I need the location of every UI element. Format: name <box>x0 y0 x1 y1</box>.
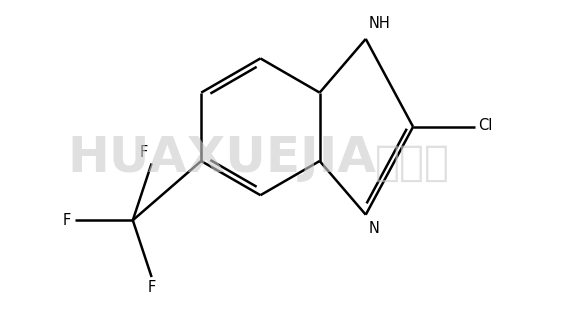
Text: N: N <box>369 222 380 236</box>
Text: Cl: Cl <box>478 118 492 133</box>
Text: 化学加: 化学加 <box>375 142 449 184</box>
Text: F: F <box>148 280 156 295</box>
Text: NH: NH <box>368 15 390 31</box>
Text: F: F <box>140 145 148 160</box>
Text: F: F <box>63 213 71 228</box>
Text: HUAXUEJIA: HUAXUEJIA <box>67 134 376 182</box>
